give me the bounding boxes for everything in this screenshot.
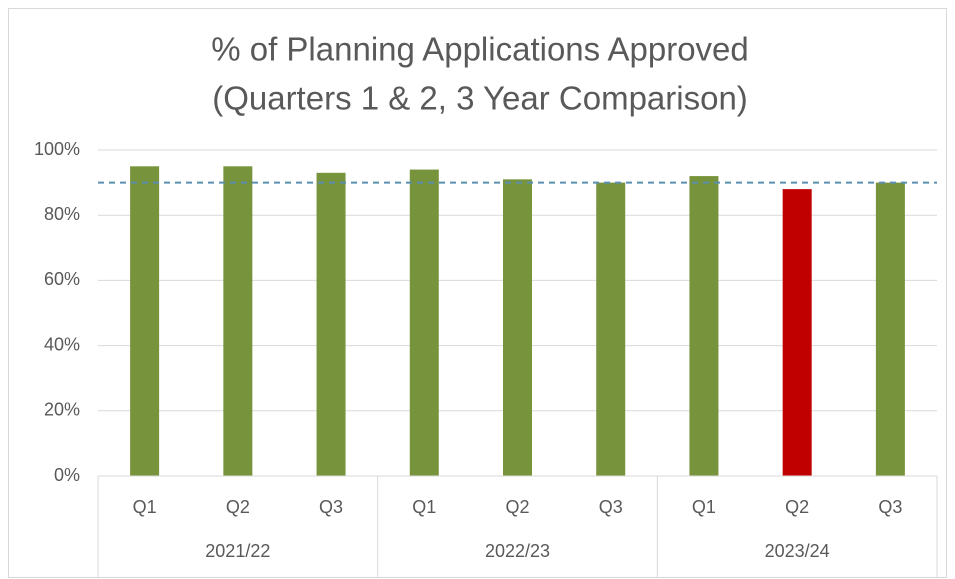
x-tick-label: Q2	[226, 497, 250, 517]
group-label: 2021/22	[205, 541, 270, 561]
bar	[130, 166, 160, 477]
y-tick-label: 60%	[44, 269, 80, 289]
y-tick-label: 40%	[44, 334, 80, 354]
bar	[596, 182, 626, 476]
bar	[689, 176, 719, 476]
bar	[316, 172, 346, 476]
x-tick-label: Q1	[412, 497, 436, 517]
group-label: 2022/23	[485, 541, 550, 561]
bar	[875, 182, 905, 476]
bar	[782, 189, 812, 476]
x-tick-label: Q2	[785, 497, 809, 517]
bar	[503, 179, 532, 476]
y-tick-label: 100%	[34, 139, 80, 159]
y-tick-label: 80%	[44, 204, 80, 224]
x-tick-label: Q3	[878, 497, 902, 517]
x-tick-label: Q3	[319, 497, 343, 517]
y-tick-label: 20%	[44, 400, 80, 420]
x-tick-label: Q1	[133, 497, 157, 517]
bar	[409, 169, 439, 476]
bar	[223, 166, 253, 477]
x-tick-label: Q3	[599, 497, 623, 517]
x-tick-label: Q2	[505, 497, 529, 517]
x-tick-label: Q1	[692, 497, 716, 517]
group-label: 2023/24	[765, 541, 830, 561]
chart-title: % of Planning Applications Approved	[211, 31, 749, 68]
chart-title: (Quarters 1 & 2, 3 Year Comparison)	[212, 80, 748, 117]
y-tick-label: 0%	[54, 465, 80, 485]
